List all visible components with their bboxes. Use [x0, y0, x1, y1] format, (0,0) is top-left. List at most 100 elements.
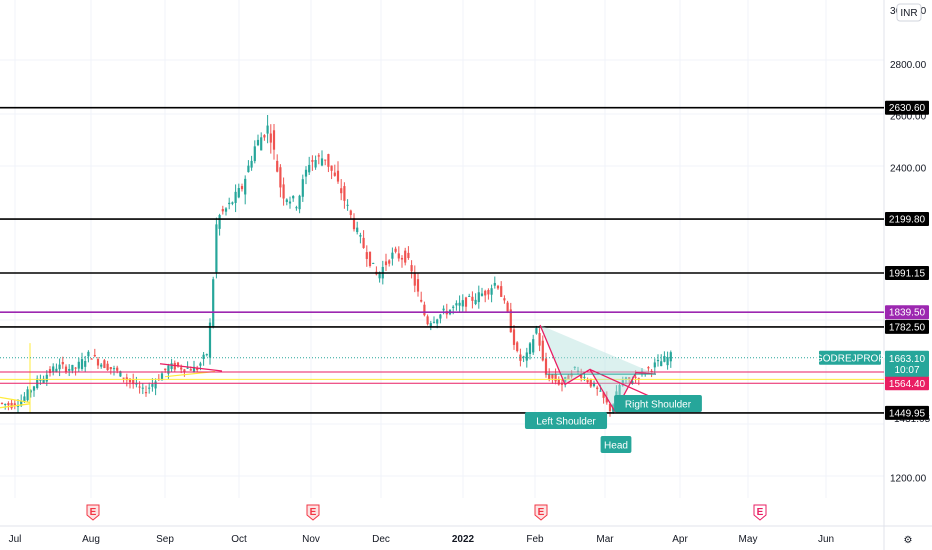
candle-body — [407, 252, 410, 259]
candle-body — [624, 377, 628, 380]
candle-body — [586, 380, 589, 383]
earnings-icon-shape — [753, 504, 767, 521]
candle-body — [240, 186, 244, 190]
candle-body — [196, 368, 199, 371]
candle-body — [426, 316, 429, 325]
left-shoulder-label-text: Left Shoulder — [536, 417, 596, 428]
candle-body — [349, 210, 352, 215]
candle — [48, 366, 52, 377]
earnings-icon-shape — [306, 504, 320, 521]
price-tag: 1991.15 — [885, 265, 929, 280]
candle — [560, 379, 564, 392]
candle-body — [180, 367, 183, 370]
candle — [500, 281, 503, 297]
candle — [608, 403, 612, 417]
candle — [256, 134, 260, 147]
earnings-icon[interactable]: E — [306, 504, 320, 521]
candle — [0, 402, 4, 405]
candle — [196, 365, 199, 372]
price-tag-box — [885, 212, 929, 227]
candle-body — [653, 362, 656, 368]
currency-badge[interactable]: INR — [896, 3, 922, 22]
candle-body — [221, 209, 224, 212]
time-axis-label: May — [739, 534, 758, 545]
earnings-icon-letter: E — [538, 507, 545, 518]
candle-body — [477, 292, 480, 303]
candle-body — [548, 374, 551, 380]
price-tag-label: 2630.60 — [889, 103, 926, 114]
candle-body — [468, 295, 471, 297]
candle-body — [0, 402, 4, 404]
candle-body — [656, 359, 660, 362]
candle — [112, 365, 116, 376]
head-label[interactable]: Head — [600, 436, 632, 453]
candle — [151, 378, 154, 392]
candle-body — [599, 390, 602, 392]
candle-body — [29, 390, 32, 393]
candle — [263, 134, 266, 141]
candle-body — [298, 195, 301, 210]
candle-body — [224, 208, 228, 212]
candle — [205, 353, 208, 357]
candle — [474, 293, 477, 306]
candle-body — [42, 378, 45, 383]
candle-body — [576, 370, 580, 372]
candle — [576, 366, 580, 375]
earnings-icon[interactable]: E — [534, 504, 548, 521]
candle — [525, 347, 528, 368]
earnings-icon[interactable]: E — [753, 504, 767, 521]
candle — [596, 385, 599, 396]
candle — [365, 245, 368, 267]
candle — [519, 348, 522, 367]
candle-body — [605, 397, 608, 403]
time-axis-label: Dec — [372, 534, 390, 545]
candle — [487, 288, 490, 300]
candle-body — [509, 309, 512, 333]
candle-body — [314, 159, 317, 168]
candle — [458, 295, 461, 312]
candle-body — [362, 237, 365, 248]
time-axis-label: Feb — [526, 534, 544, 545]
head-and-shoulders-pattern[interactable]: Left Shoulder Head Right Shoulder — [524, 324, 702, 453]
candle — [330, 165, 333, 180]
candle-body — [64, 366, 68, 372]
candle-body — [148, 387, 151, 389]
candle-body — [173, 362, 176, 370]
candle-body — [583, 376, 586, 378]
head-label-text: Head — [604, 441, 628, 452]
candle-body — [388, 260, 391, 264]
candle-body — [218, 215, 221, 229]
candle — [471, 291, 474, 309]
candle — [372, 262, 375, 264]
candle-body — [573, 366, 576, 368]
candle-body — [183, 369, 186, 372]
trend-line — [0, 403, 31, 409]
candle-body — [112, 368, 116, 370]
candle — [336, 161, 340, 184]
candle-body — [551, 374, 554, 379]
candle — [477, 285, 480, 309]
price-tag: 2630.60 — [885, 100, 929, 115]
candle — [368, 251, 372, 268]
earnings-icon-shape — [86, 504, 100, 521]
candle-body — [327, 154, 330, 167]
candle-body — [557, 379, 560, 385]
candle-body — [266, 125, 269, 134]
candle — [304, 166, 308, 185]
candle-body — [90, 358, 93, 360]
candle — [247, 160, 250, 173]
candle — [74, 367, 77, 376]
candle-body — [292, 195, 295, 199]
left-shoulder-label[interactable]: Left Shoulder — [524, 412, 608, 429]
candle-body — [487, 289, 490, 295]
price-tag-label: 1449.95 — [889, 408, 926, 419]
candle-body — [608, 403, 612, 412]
right-shoulder-label[interactable]: Right Shoulder — [614, 395, 702, 412]
gear-icon[interactable]: ⚙ — [904, 535, 913, 546]
candle-body — [279, 167, 282, 188]
earnings-icon[interactable]: E — [86, 504, 100, 521]
candle-body — [356, 227, 359, 233]
